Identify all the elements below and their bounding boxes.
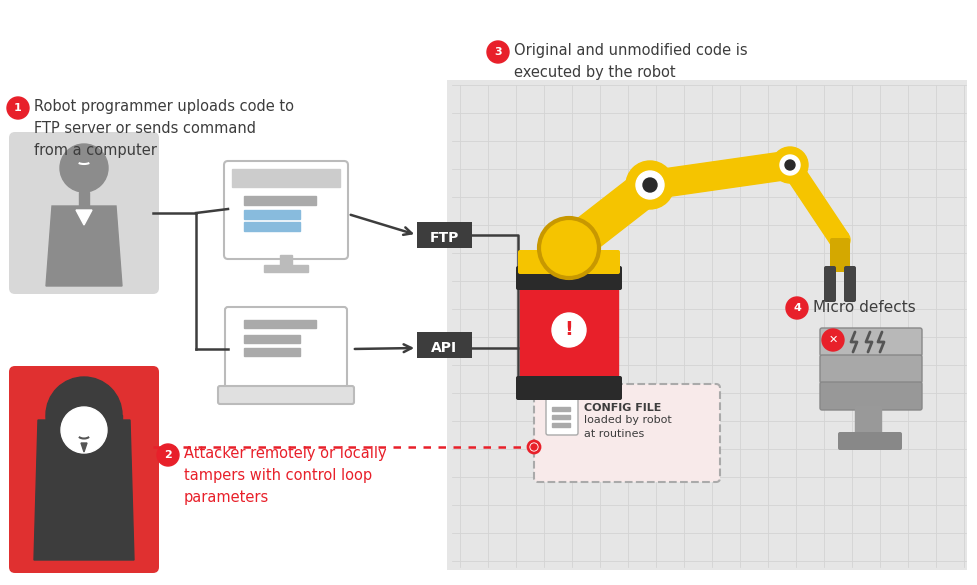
FancyBboxPatch shape: [416, 222, 472, 248]
FancyBboxPatch shape: [533, 384, 719, 482]
Text: Attacker remotely or locally
tampers with control loop
parameters: Attacker remotely or locally tampers wit…: [184, 446, 386, 505]
Bar: [46, 415, 122, 465]
Bar: [243, 196, 316, 205]
FancyBboxPatch shape: [224, 161, 348, 259]
Text: FTP: FTP: [429, 231, 458, 245]
Text: !: !: [564, 321, 573, 339]
Circle shape: [829, 230, 849, 250]
FancyBboxPatch shape: [218, 386, 354, 404]
Circle shape: [785, 160, 794, 170]
Circle shape: [487, 41, 508, 63]
Text: 1: 1: [14, 103, 21, 113]
Text: loaded by robot
at routines: loaded by robot at routines: [583, 415, 671, 439]
Circle shape: [780, 155, 799, 175]
FancyBboxPatch shape: [819, 382, 921, 410]
Text: 3: 3: [493, 47, 501, 57]
Circle shape: [60, 144, 107, 192]
FancyBboxPatch shape: [416, 332, 472, 358]
FancyBboxPatch shape: [9, 366, 159, 573]
Circle shape: [771, 147, 807, 183]
Bar: [243, 222, 300, 231]
Bar: [243, 348, 300, 356]
Polygon shape: [558, 171, 660, 262]
Circle shape: [642, 178, 657, 192]
Circle shape: [61, 407, 106, 453]
Bar: [279, 255, 292, 265]
Circle shape: [531, 444, 536, 450]
Polygon shape: [34, 420, 134, 560]
Bar: [520, 280, 617, 380]
Bar: [551, 423, 570, 427]
Circle shape: [635, 171, 663, 199]
Text: API: API: [431, 341, 456, 355]
Bar: [232, 169, 340, 187]
FancyBboxPatch shape: [516, 266, 621, 290]
Circle shape: [550, 230, 586, 266]
Text: Robot programmer uploads code to
FTP server or sends command
from a computer: Robot programmer uploads code to FTP ser…: [34, 99, 294, 159]
FancyBboxPatch shape: [516, 376, 621, 400]
FancyBboxPatch shape: [819, 355, 921, 383]
Text: Micro defects: Micro defects: [812, 300, 914, 315]
Bar: [79, 192, 89, 206]
FancyBboxPatch shape: [829, 238, 849, 272]
FancyBboxPatch shape: [837, 432, 901, 450]
Bar: [551, 407, 570, 411]
Circle shape: [780, 155, 799, 175]
Circle shape: [528, 441, 539, 453]
Circle shape: [625, 161, 673, 209]
FancyBboxPatch shape: [819, 328, 921, 356]
FancyBboxPatch shape: [824, 266, 835, 302]
Circle shape: [7, 97, 29, 119]
FancyBboxPatch shape: [225, 307, 347, 393]
Polygon shape: [46, 206, 122, 286]
Text: 4: 4: [792, 303, 800, 313]
Polygon shape: [76, 210, 92, 225]
Circle shape: [821, 329, 843, 351]
Bar: [243, 210, 300, 219]
FancyBboxPatch shape: [9, 132, 159, 294]
Bar: [243, 335, 300, 343]
Text: ✕: ✕: [828, 335, 837, 345]
Bar: [854, 406, 880, 436]
Text: CONFIG FILE: CONFIG FILE: [583, 403, 660, 413]
Circle shape: [538, 218, 598, 278]
FancyBboxPatch shape: [843, 266, 855, 302]
Text: Original and unmodified code is
executed by the robot: Original and unmodified code is executed…: [514, 43, 746, 80]
Polygon shape: [81, 443, 87, 452]
FancyBboxPatch shape: [518, 250, 619, 274]
Polygon shape: [648, 151, 791, 199]
Circle shape: [631, 167, 667, 203]
Circle shape: [46, 377, 122, 453]
Bar: [264, 265, 308, 272]
FancyBboxPatch shape: [545, 396, 577, 435]
Circle shape: [635, 171, 663, 199]
Bar: [551, 415, 570, 419]
Bar: [243, 320, 316, 328]
FancyBboxPatch shape: [446, 80, 966, 570]
Circle shape: [551, 313, 585, 347]
Circle shape: [786, 297, 807, 319]
Text: 2: 2: [164, 450, 172, 460]
Polygon shape: [781, 160, 847, 246]
Circle shape: [775, 151, 803, 179]
Circle shape: [157, 444, 179, 466]
